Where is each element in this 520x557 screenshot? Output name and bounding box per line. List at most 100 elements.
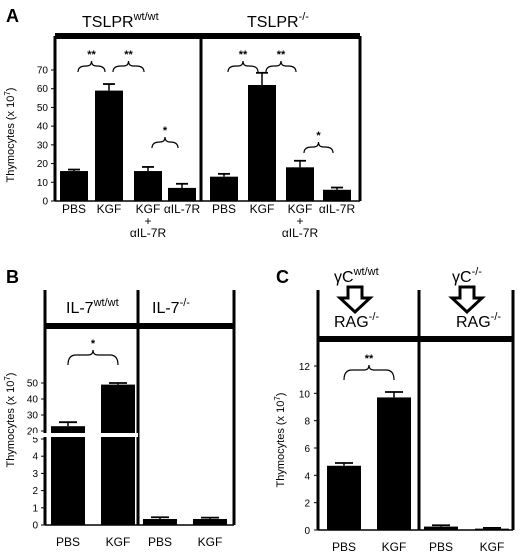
panel-c-ytick-label: 8: [304, 417, 310, 428]
panel-a-ytick-label: 20: [37, 159, 49, 170]
panel-c-label: C: [276, 267, 289, 287]
panel-c-xtick-label: KGF: [480, 540, 505, 554]
panel-a-bar: [210, 176, 238, 201]
panel-c-bar: [475, 528, 509, 530]
panel-a-bar: [323, 189, 351, 201]
panel-b-xtick-label: PBS: [56, 535, 80, 549]
panel-a-ylabel-text: Thymocytes (x 10: [5, 96, 17, 183]
panel-b-bar: [143, 518, 177, 525]
panel-a-significance-brace: [151, 136, 179, 149]
panel-c-ytick-label: 2: [304, 499, 310, 510]
panel-a-bar: [248, 84, 276, 201]
panel-a-left-header: TSLPRwt/wt: [82, 11, 159, 31]
panel-a-ytick-label: 40: [37, 122, 49, 133]
panel-a-bar: [134, 171, 162, 201]
panel-a-significance-brace: [227, 60, 259, 73]
panel-a-ytick-label: 0: [42, 197, 48, 208]
panel-a-ytick-label: 30: [37, 140, 49, 151]
panel-c-left-arrow-icon: [336, 285, 374, 315]
panel-b-right-header: IL-7-/-: [152, 297, 190, 317]
panel-c-xtick-label: PBS: [429, 540, 453, 554]
panel-b-significance-brace: [67, 349, 119, 366]
panel-a-significance-label: **: [277, 49, 286, 61]
panel-c-left-rag-label: RAG-/-: [334, 311, 379, 331]
panel-b-ylabel-text: Thymocytes (x 10: [5, 381, 17, 468]
panel-a-significance-brace: [77, 60, 106, 73]
panel-a-significance-label: **: [87, 49, 96, 61]
panel-c-ylabel: Thymocytes (x 107): [273, 393, 287, 488]
panel-c-xtick-label: KGF: [382, 540, 407, 554]
panel-b-label: B: [6, 267, 19, 287]
panel-a-xtick-label: KGF: [250, 202, 275, 216]
panel-b-ytick-label: 2: [32, 486, 38, 497]
panel-a-ytick-label: 70: [37, 66, 49, 77]
panel-a-significance-label: *: [316, 130, 321, 142]
panel-c-ylabel-text: Thymocytes (x 10: [275, 401, 287, 488]
panel-c-ytick-label: 12: [299, 362, 311, 373]
panel-a-xtick-label: αIL-7R: [130, 226, 167, 240]
panel-a-ytick-label: 60: [37, 84, 49, 95]
panel-a-xtick-label: KGF: [288, 202, 313, 216]
panel-c-bar: [377, 397, 411, 530]
panel-a-significance-label: **: [124, 49, 133, 61]
panel-c-bar: [327, 465, 361, 530]
panel-c-ytick-label: 6: [304, 444, 310, 455]
panel-b-ytick-label: 50: [27, 379, 39, 390]
panel-b-axis-break: [31, 433, 138, 437]
panel-a-xtick-label: KGF: [97, 202, 122, 216]
panel-a-xtick-label: KGF: [136, 202, 161, 216]
panel-b-ytick-label: 3: [32, 469, 38, 480]
panel-b-bar: [51, 426, 85, 525]
panel-b-significance-label: *: [91, 338, 96, 350]
panel-a-bar: [168, 187, 196, 201]
panel-b-ylabel-close: ): [5, 373, 17, 377]
panel-b-ytick-label: 0: [32, 521, 38, 532]
panel-c-significance-brace: [343, 364, 395, 381]
panel-a-significance-label: **: [239, 49, 248, 61]
panel-b-ytick-label: 30: [27, 411, 39, 422]
panel-b-xtick-label: PBS: [148, 535, 172, 549]
panel-a-bar: [60, 171, 88, 201]
panel-b-ylabel: Thymocytes (x 107): [3, 373, 17, 468]
panel-c-right-arrow-icon: [448, 285, 486, 315]
panel-c-ylabel-close: ): [275, 393, 287, 397]
panel-b-ytick-label: 5: [32, 435, 38, 446]
panel-c-ytick-label: 4: [304, 471, 310, 482]
panel-c-left-gc-label: γCwt/wt: [334, 266, 379, 286]
panel-a-xtick-label: +: [144, 214, 151, 228]
panel-b-ytick-label: 1: [32, 503, 38, 514]
panel-a-ytick-label: 50: [37, 103, 49, 114]
panel-a-ytick-label: 10: [37, 178, 49, 189]
panel-a-bar: [286, 167, 314, 201]
panel-b-xtick-label: KGF: [106, 535, 131, 549]
panel-c-significance-label: **: [365, 353, 374, 365]
panel-b-left-header: IL-7wt/wt: [66, 297, 119, 317]
panel-a-significance-brace: [112, 60, 145, 73]
panel-c-xtick-label: PBS: [332, 540, 356, 554]
panel-b-ytick-label: 20: [27, 427, 39, 438]
panel-c-ytick-label: 10: [299, 389, 311, 400]
panel-a-ylabel-close: ): [5, 88, 17, 92]
panel-b-ytick-label: 4: [32, 452, 38, 463]
panel-c-right-rag-label: RAG-/-: [456, 311, 501, 331]
panel-a-significance-brace: [265, 60, 297, 73]
panel-a-xtick-label: +: [296, 214, 303, 228]
panel-a-significance-label: *: [163, 125, 168, 137]
panel-b-ylabel-exp: 7: [3, 376, 12, 381]
panel-c-right-gc-label: γC-/-: [452, 266, 482, 286]
panel-b-xtick-label: KGF: [198, 535, 223, 549]
panel-a-xtick-label: αIL-7R: [319, 202, 356, 216]
panel-a-label: A: [6, 6, 19, 26]
panel-c-ytick-label: 0: [304, 526, 310, 537]
panel-a-bar: [95, 90, 123, 201]
panel-a-xtick-label: PBS: [212, 202, 236, 216]
panel-b-ytick-label: 40: [27, 395, 39, 406]
panel-c-bar: [424, 526, 458, 530]
panel-a-significance-brace: [303, 141, 334, 154]
panel-a-right-header: TSLPR-/-: [247, 11, 309, 31]
panel-a-ylabel-exp: 7: [3, 91, 12, 96]
panel-a-xtick-label: αIL-7R: [164, 202, 201, 216]
panel-a-ylabel: Thymocytes (x 107): [3, 88, 17, 183]
